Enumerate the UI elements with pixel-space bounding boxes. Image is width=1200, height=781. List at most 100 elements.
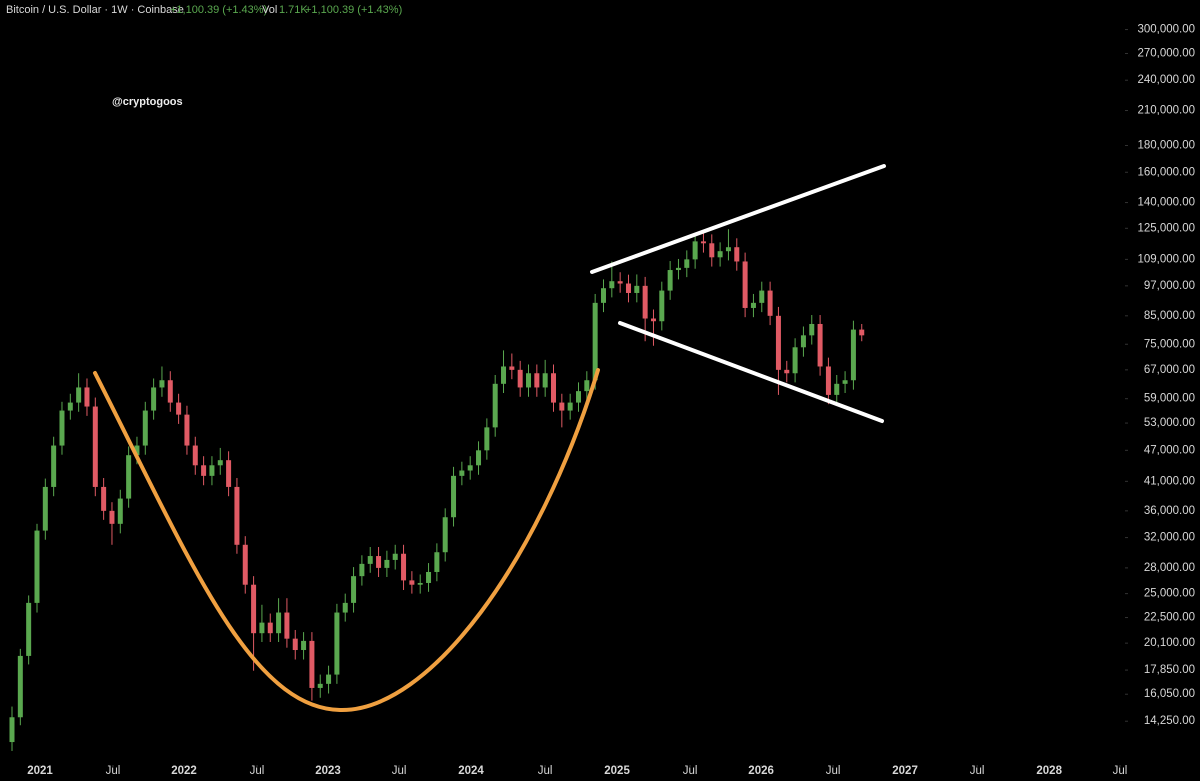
- price-change: +1,100.39 (+1.43%): [170, 4, 267, 16]
- candle-body: [542, 373, 548, 388]
- candle-body: [434, 552, 440, 572]
- y-tick-label: 32,000.00: [1144, 532, 1195, 544]
- candle-body: [484, 427, 490, 451]
- candle-body: [401, 553, 407, 581]
- candle-body: [717, 251, 723, 258]
- candle-body: [551, 373, 557, 403]
- candle-body: [825, 366, 831, 395]
- x-tick-label: 2026: [748, 765, 774, 777]
- candle-body: [634, 285, 640, 293]
- candle-body: [159, 380, 165, 388]
- x-tick-label: Jul: [392, 765, 407, 777]
- candle-body: [834, 383, 840, 395]
- y-tick-label: 36,000.00: [1144, 505, 1195, 517]
- candle-body: [142, 410, 148, 446]
- candle-body: [800, 335, 806, 348]
- x-tick-label: 2022: [171, 765, 197, 777]
- candle-body: [176, 402, 182, 415]
- candle-body: [67, 402, 73, 411]
- candle-body: [642, 285, 648, 319]
- x-tick-label: Jul: [1113, 765, 1128, 777]
- candle-body: [309, 640, 315, 688]
- candle-body: [409, 580, 415, 585]
- y-tick-label: 125,000.00: [1137, 222, 1195, 234]
- y-tick-label: 75,000.00: [1144, 338, 1195, 350]
- candle-body: [526, 373, 532, 388]
- candle-body: [301, 640, 307, 651]
- candle-body: [234, 486, 240, 545]
- candle-body: [134, 445, 140, 456]
- candle-body: [284, 612, 290, 639]
- candle-body: [442, 517, 448, 553]
- candle-body: [317, 683, 323, 688]
- candle-body: [850, 329, 856, 381]
- candle-body: [251, 584, 257, 634]
- candle-body: [792, 347, 798, 374]
- candle-body: [201, 465, 207, 476]
- candle-body: [767, 290, 773, 316]
- candle-body: [17, 655, 23, 718]
- candle-body: [151, 387, 157, 411]
- candle-body: [76, 387, 82, 403]
- x-tick-label: 2027: [892, 765, 918, 777]
- y-tick-label: 240,000.00: [1137, 74, 1195, 86]
- candle-body: [42, 486, 48, 531]
- x-tick-label: 2025: [604, 765, 630, 777]
- candle-body: [684, 259, 690, 268]
- candle-body: [859, 329, 865, 336]
- y-tick-label: 97,000.00: [1144, 280, 1195, 292]
- candle-body: [617, 281, 623, 284]
- candle-body: [242, 544, 248, 585]
- candle-body: [267, 622, 273, 634]
- y-tick-label: 67,000.00: [1144, 364, 1195, 376]
- candle-body: [51, 445, 57, 487]
- x-tick-label: 2023: [315, 765, 341, 777]
- y-tick-label: 300,000.00: [1137, 24, 1195, 36]
- candle-body: [459, 470, 465, 476]
- candle-body: [534, 373, 540, 388]
- candle-body: [9, 717, 15, 743]
- candle-body: [342, 602, 348, 613]
- y-tick-label: 59,000.00: [1144, 393, 1195, 405]
- candle-body: [476, 450, 482, 466]
- candle-body: [575, 391, 581, 403]
- candle-body: [584, 380, 590, 392]
- candle-body: [659, 290, 665, 322]
- candle-body: [517, 369, 523, 388]
- y-tick-label: 16,050.00: [1144, 688, 1195, 700]
- y-tick-label: 160,000.00: [1137, 166, 1195, 178]
- chart-title: Bitcoin / U.S. Dollar · 1W · Coinbase: [6, 4, 184, 16]
- candle-body: [334, 612, 340, 675]
- candle-body: [226, 460, 232, 487]
- y-tick-label: 270,000.00: [1137, 48, 1195, 60]
- y-tick-label: 53,000.00: [1144, 417, 1195, 429]
- candle-body: [126, 455, 132, 499]
- candle-body: [501, 366, 507, 384]
- candle-body: [742, 261, 748, 308]
- candle-body: [842, 380, 848, 384]
- candle-body: [609, 281, 615, 289]
- candle-body: [351, 576, 357, 603]
- x-tick-label: Jul: [538, 765, 553, 777]
- y-tick-label: 22,500.00: [1144, 612, 1195, 624]
- y-tick-label: 14,250.00: [1144, 715, 1195, 727]
- candle-body: [109, 510, 115, 524]
- candle-body: [167, 380, 173, 403]
- candle-body: [784, 369, 790, 374]
- y-tick-label: 210,000.00: [1137, 105, 1195, 117]
- candle-body: [259, 622, 265, 634]
- x-tick-label: 2028: [1036, 765, 1062, 777]
- candle-body: [467, 465, 473, 471]
- candle-body: [650, 318, 656, 322]
- x-tick-label: 2021: [27, 765, 53, 777]
- candle-body: [26, 602, 32, 656]
- candle-body: [809, 323, 815, 336]
- y-tick-label: 85,000.00: [1144, 310, 1195, 322]
- cup-curve: [93, 368, 600, 713]
- candle-body: [117, 498, 123, 524]
- candle-body: [451, 475, 457, 518]
- x-tick-label: Jul: [106, 765, 121, 777]
- candle-body: [192, 445, 198, 466]
